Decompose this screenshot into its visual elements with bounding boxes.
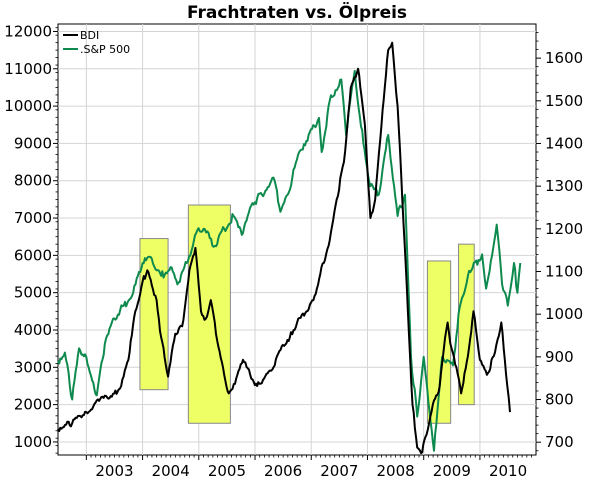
y-right-tick-label: 1600 bbox=[545, 49, 583, 67]
y-right-tick-label: 1300 bbox=[545, 177, 583, 195]
y-left-tick-label: 12000 bbox=[4, 22, 52, 40]
legend-label: BDI bbox=[80, 29, 99, 42]
x-tick-label: 2003 bbox=[95, 462, 133, 480]
y-right-tick-label: 1000 bbox=[545, 305, 583, 323]
x-tick-label: 2006 bbox=[264, 462, 302, 480]
x-tick-label: 2004 bbox=[152, 462, 190, 480]
y-left-tick-label: 11000 bbox=[4, 60, 52, 78]
y-right-tick-label: 900 bbox=[545, 348, 574, 366]
highlight-box-layer bbox=[139, 204, 475, 424]
x-tick-label: 2005 bbox=[208, 462, 246, 480]
y-left-tick-label: 1000 bbox=[14, 433, 52, 451]
x-tick-label: 2010 bbox=[489, 462, 527, 480]
highlight-box bbox=[139, 238, 169, 391]
x-tick-label: 2009 bbox=[433, 462, 471, 480]
y-left-tick-label: 8000 bbox=[14, 172, 52, 190]
y-left-tick-label: 10000 bbox=[4, 97, 52, 115]
y-right-tick-label: 1400 bbox=[545, 134, 583, 152]
y-left-tick-label: 2000 bbox=[14, 396, 52, 414]
y-right-tick-label: 800 bbox=[545, 391, 574, 409]
y-left-tick-label: 4000 bbox=[14, 321, 52, 339]
legend: BDI.S&P 500 bbox=[63, 29, 130, 56]
y-left-tick-label: 7000 bbox=[14, 209, 52, 227]
series-layer bbox=[57, 41, 522, 455]
y-right-tick-label: 1200 bbox=[545, 220, 583, 238]
y-right-tick-label: 700 bbox=[545, 433, 574, 451]
chart-title: Frachtraten vs. Ölpreis bbox=[187, 1, 407, 23]
x-tick-label: 2007 bbox=[320, 462, 358, 480]
series-line-bdi bbox=[57, 41, 511, 455]
y-right-tick-label: 1500 bbox=[545, 92, 583, 110]
y-left-tick-label: 9000 bbox=[14, 134, 52, 152]
legend-label: .S&P 500 bbox=[80, 43, 130, 56]
x-tick-label: 2008 bbox=[376, 462, 414, 480]
y-left-tick-label: 5000 bbox=[14, 284, 52, 302]
axis-layer: 2003 2004 2005 2006 2007 2008 2009 2010 1000 2000… bbox=[4, 22, 583, 480]
y-right-tick-label: 1100 bbox=[545, 263, 583, 281]
y-left-tick-label: 6000 bbox=[14, 246, 52, 264]
y-left-tick-label: 3000 bbox=[14, 358, 52, 376]
highlight-box bbox=[187, 204, 231, 424]
